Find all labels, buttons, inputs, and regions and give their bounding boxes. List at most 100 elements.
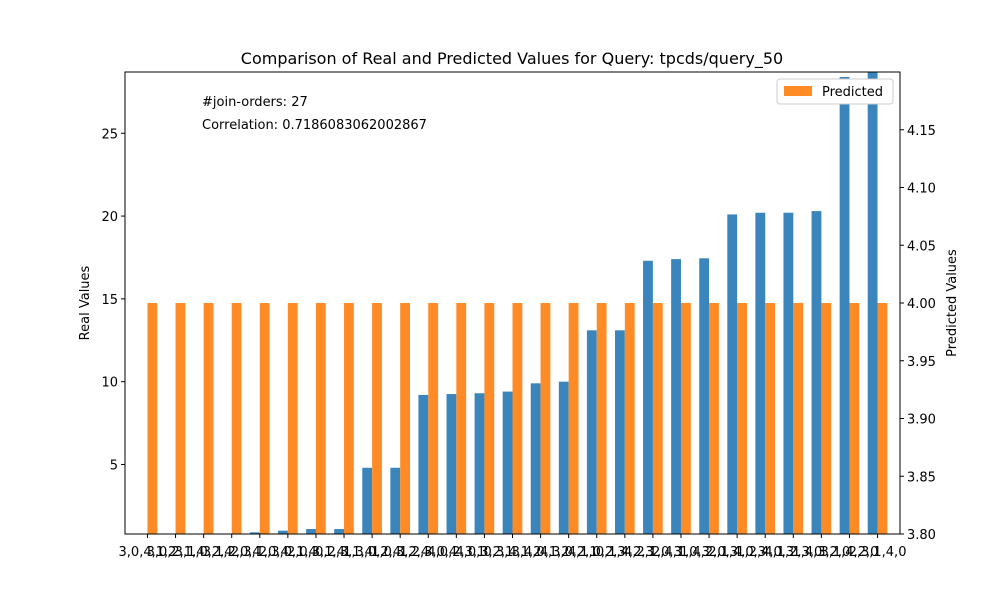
x-tick-label: 2,0,3,1,4 — [287, 545, 345, 560]
real-bar — [334, 529, 345, 534]
y2-tick-label: 3.85 — [907, 470, 936, 485]
x-tick-label: 2,4,1,0,3 — [652, 545, 710, 560]
real-bar — [867, 72, 878, 534]
y2-tick-label: 3.80 — [907, 528, 936, 543]
y-tick-label: 10 — [101, 376, 118, 391]
x-tick-label: 4,0,3,2,1 — [455, 545, 513, 560]
y-tick-label: 20 — [101, 210, 118, 225]
x-tick-label: 2,1,4,0,3 — [708, 545, 766, 560]
x-tick-label: 3,4,0,1,2 — [512, 545, 570, 560]
x-tick-label: 2,3,1,4,0 — [849, 545, 907, 560]
real-bar — [474, 393, 485, 534]
y2-tick-label: 4.10 — [907, 182, 936, 197]
predicted-bar — [793, 303, 804, 534]
predicted-bar — [400, 303, 411, 534]
real-bar — [783, 212, 794, 534]
y-tick-label: 15 — [101, 293, 118, 308]
x-tick-label: 1,4,3,2,0 — [792, 545, 850, 560]
x-tick-label: 4,2,1,0,3 — [624, 545, 682, 560]
predicted-bar — [652, 303, 663, 534]
annotation-correlation: Correlation: 0.7186083062002867 — [202, 118, 427, 133]
predicted-bar — [231, 303, 242, 534]
predicted-bar — [624, 303, 635, 534]
x-tick-label: 2,3,1,0,4 — [231, 545, 289, 560]
predicted-bar — [456, 303, 467, 534]
real-bar — [249, 532, 260, 534]
real-bar — [418, 394, 429, 534]
annotation-join-orders: #join-orders: 27 — [202, 95, 308, 110]
real-bar — [839, 76, 850, 534]
real-bar — [362, 467, 373, 534]
x-tick-label: 3,1,0,2,4 — [175, 545, 233, 560]
predicted-bar — [765, 303, 776, 534]
real-bar — [586, 330, 597, 534]
x-tick-label: 3,0,4,1,2 — [119, 545, 177, 560]
predicted-bar — [849, 303, 860, 534]
predicted-bar — [287, 303, 298, 534]
x-tick-label: 3,1,2,0,4 — [203, 545, 261, 560]
x-tick-label: 4,1,0,2,3 — [568, 545, 626, 560]
x-tick-label: 0,1,4,2,3 — [596, 545, 654, 560]
real-bar — [278, 530, 288, 534]
legend-label-predicted: Predicted — [822, 85, 883, 100]
real-bar — [811, 211, 822, 534]
x-tick-label: 1,0,3,2,4 — [371, 545, 429, 560]
predicted-bar — [540, 303, 551, 534]
predicted-bar — [680, 303, 691, 534]
predicted-bar — [877, 303, 888, 534]
bars-group — [147, 72, 888, 534]
x-tick-label: 1,2,4,0,3 — [736, 545, 794, 560]
predicted-bar — [147, 303, 158, 534]
x-tick-label: 4,3,0,2,1 — [540, 545, 598, 560]
y-tick-label: 5 — [110, 458, 118, 473]
predicted-bar — [315, 303, 326, 534]
predicted-bar — [709, 303, 719, 534]
y2-tick-label: 3.95 — [907, 355, 936, 370]
real-bar — [671, 259, 681, 534]
real-bar — [502, 391, 513, 534]
predicted-bar — [512, 303, 523, 534]
plot-frame — [124, 71, 901, 535]
axes-group: 3,0,4,1,23,0,2,1,43,1,0,2,43,1,2,0,42,3,… — [101, 71, 936, 560]
legend-box — [776, 78, 894, 105]
y-tick-label: 25 — [101, 127, 118, 142]
x-tick-label: 2,3,0,1,4 — [259, 545, 317, 560]
predicted-bar — [484, 303, 495, 534]
real-bar — [390, 467, 401, 534]
y2-tick-label: 3.90 — [907, 413, 936, 428]
real-bar — [614, 330, 625, 534]
predicted-bar — [568, 303, 579, 534]
x-tick-label: 0,2,3,1,4 — [315, 545, 373, 560]
predicted-bar — [259, 303, 270, 534]
real-bar — [530, 383, 541, 534]
x-tick-label: 4,0,2,3,1 — [427, 545, 485, 560]
y2-axis-label: Predicted Values — [945, 249, 960, 357]
real-bar — [727, 214, 738, 534]
x-tick-label: 1,4,2,0,3 — [680, 545, 738, 560]
predicted-bar — [203, 303, 214, 534]
predicted-bar — [175, 303, 186, 534]
real-bar — [755, 212, 766, 534]
x-tick-label: 0,3,4,1,2 — [484, 545, 542, 560]
predicted-bar — [372, 303, 382, 534]
real-bar — [446, 394, 457, 534]
legend: Predicted — [776, 78, 894, 105]
x-tick-label: 3,0,2,1,4 — [147, 545, 205, 560]
y-axis-label: Real Values — [78, 265, 93, 340]
x-tick-label: 1,2,3,0,4 — [399, 545, 457, 560]
predicted-bar — [596, 303, 607, 534]
real-bar — [558, 381, 569, 534]
y2-tick-label: 4.00 — [907, 297, 936, 312]
real-bar — [699, 258, 710, 534]
predicted-bar — [821, 303, 832, 534]
x-tick-label: 4,1,2,3,0 — [764, 545, 822, 560]
y2-tick-label: 4.15 — [907, 124, 936, 139]
y2-tick-label: 4.05 — [907, 239, 936, 254]
x-tick-label: 1,3,0,2,4 — [343, 545, 401, 560]
chart-title: Comparison of Real and Predicted Values … — [241, 49, 783, 69]
predicted-bar — [428, 303, 439, 534]
legend-swatch-predicted — [784, 86, 812, 96]
predicted-bar — [344, 303, 354, 534]
real-bar — [643, 260, 653, 534]
